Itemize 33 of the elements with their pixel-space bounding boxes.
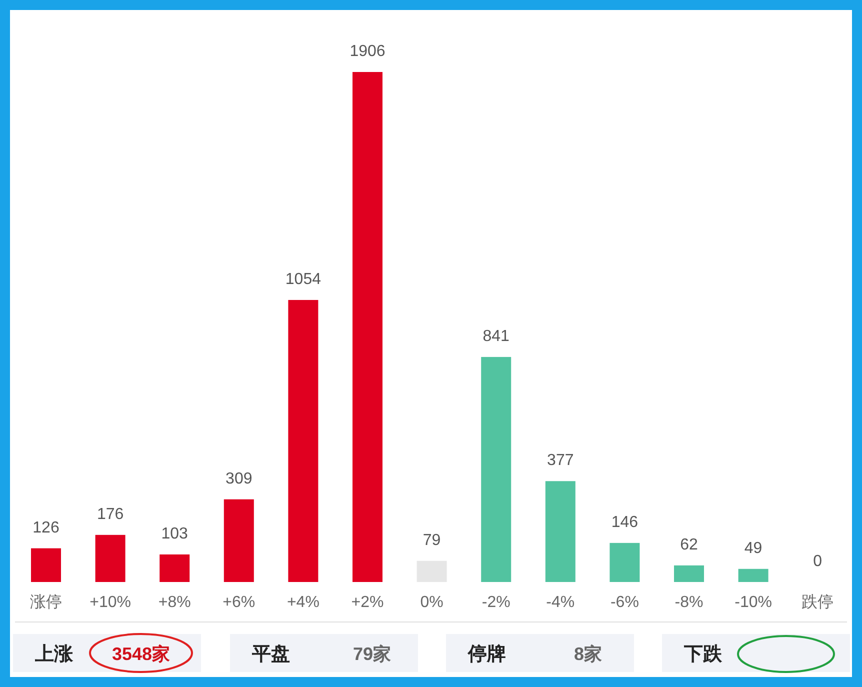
x-tick-label: -8% [674, 594, 704, 611]
x-tick-label: +8% [158, 594, 191, 611]
text: 79家 [352, 644, 392, 664]
text: 8家 [574, 644, 602, 664]
text: 停牌 [467, 643, 506, 665]
data-label: 79 [422, 532, 441, 549]
data-label: 103 [161, 525, 188, 542]
text: 下跌 [683, 644, 723, 665]
x-tick-label: +10% [90, 594, 131, 611]
data-label: 841 [482, 328, 510, 345]
x-tick-label: 0% [420, 594, 444, 611]
x-tick-label: -10% [734, 594, 772, 611]
data-label: 176 [96, 506, 124, 523]
data-label: 377 [547, 452, 574, 470]
text: 上涨 [34, 643, 74, 665]
x-tick-label: +2% [351, 594, 384, 611]
data-label: 0 [813, 553, 822, 570]
data-label: 126 [32, 519, 60, 536]
text: 平盘 [251, 644, 290, 665]
x-tick-label: 涨停 [30, 593, 62, 611]
text: 3548家 [112, 644, 170, 664]
data-label: 1054 [285, 270, 322, 288]
data-label: 62 [680, 536, 698, 554]
x-tick-label: 跌停 [802, 594, 834, 611]
x-tick-label: +4% [286, 594, 320, 611]
data-label: 146 [611, 514, 638, 531]
x-tick-label: +6% [222, 594, 256, 611]
x-tick-label: -2% [482, 594, 510, 611]
data-label: 49 [744, 540, 762, 557]
x-tick-label: -6% [610, 594, 639, 611]
data-label: 1906 [350, 43, 386, 60]
x-tick-label: -4% [546, 594, 575, 611]
data-label: 309 [226, 470, 252, 488]
